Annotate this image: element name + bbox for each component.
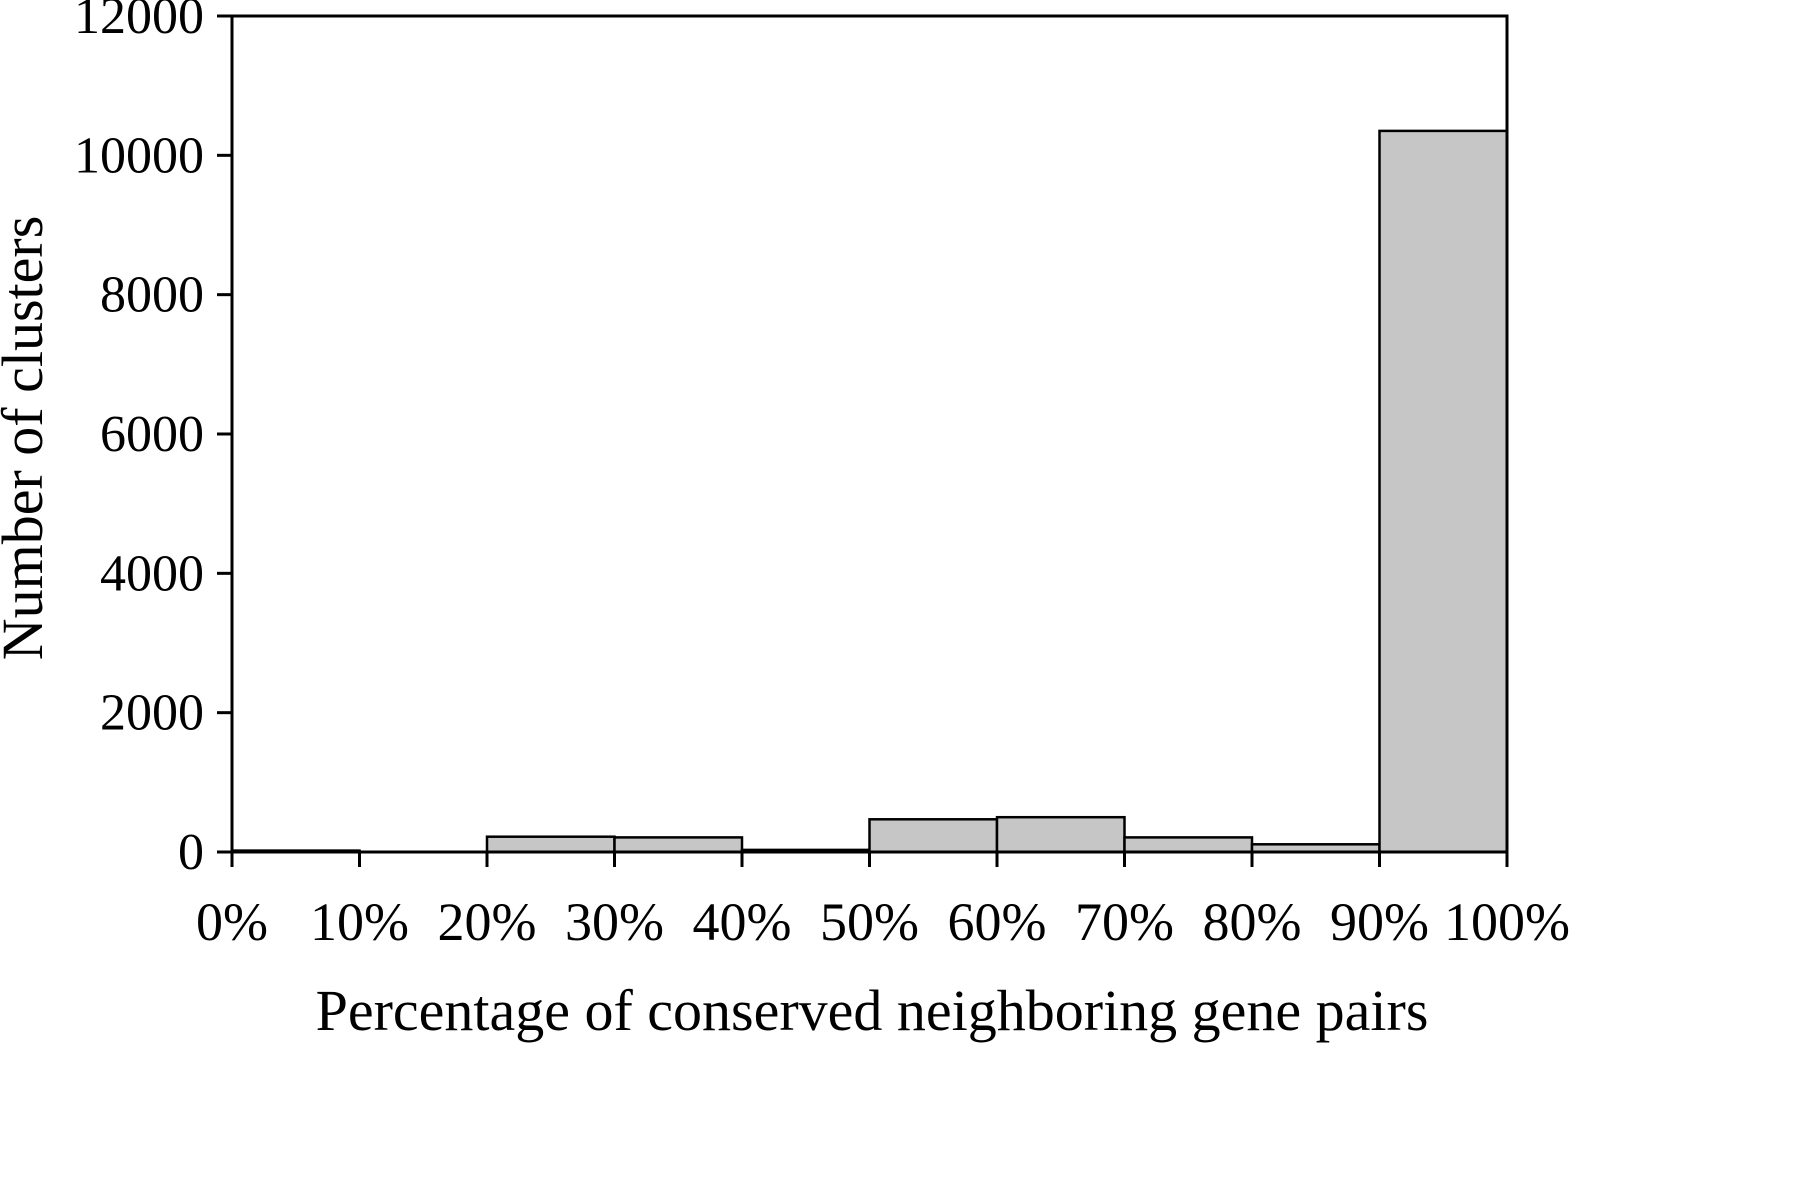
bar-30-40% [613,836,744,854]
x-tick-label: 70% [1075,892,1174,952]
plot-frame [230,14,1509,854]
x-tick-label: 20% [438,892,537,952]
axes-layer: 0 2000 4000 6000 8000 10000 12000 0% 10% 20% 30% 40… [74,0,1570,952]
x-tick-label: 40% [693,892,792,952]
bar-20-30% [485,835,616,854]
x-tick-label: 10% [310,892,409,952]
y-tick-label: 6000 [100,406,204,463]
x-tick-label: 30% [565,892,664,952]
bar-70-80% [1123,836,1254,854]
bar-90-100% [1378,129,1509,854]
y-tick-label: 0 [178,824,204,881]
x-tick-label: 100% [1444,892,1570,952]
x-tick-label: 90% [1330,892,1429,952]
x-axis-title: Percentage of conserved neighboring gene… [316,978,1429,1043]
x-tick-label: 80% [1203,892,1302,952]
bar-60-70% [995,815,1126,854]
bar-50-60% [868,818,999,854]
y-tick-label: 4000 [100,545,204,602]
x-tick-label: 60% [948,892,1047,952]
y-tick-label: 8000 [100,267,204,324]
y-tick-label: 2000 [100,685,204,742]
y-axis-title: Number of clusters [0,216,55,661]
x-tick-label: 0% [196,892,268,952]
bars-layer [230,129,1509,854]
x-tick-label: 50% [820,892,919,952]
y-tick-label: 12000 [74,0,204,45]
y-tick-label: 10000 [74,127,204,184]
